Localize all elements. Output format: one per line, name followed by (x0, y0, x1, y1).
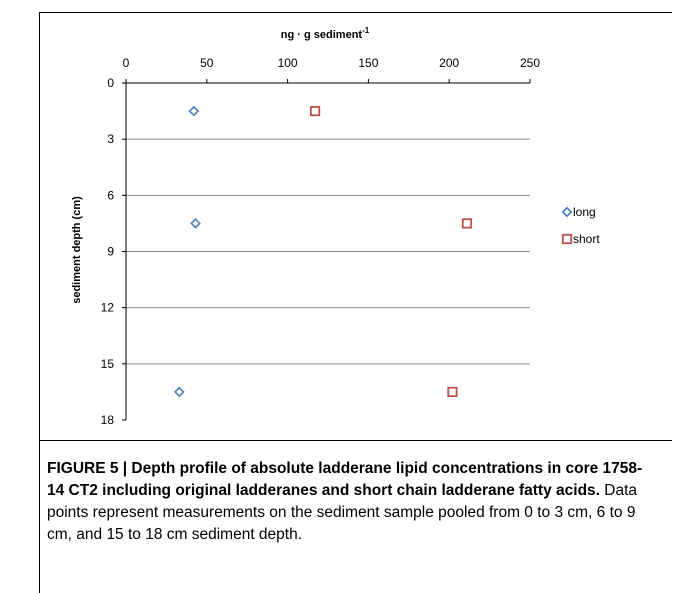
data-point-short (461, 218, 473, 229)
y-axis-label: sediment depth (cm) (71, 196, 83, 304)
legend-label-long: long (573, 205, 596, 219)
tick-labels: 0 50 100 150 200 250 0 3 6 9 12 15 18 (101, 56, 541, 427)
figure-caption: FIGURE 5 | Depth profile of absolute lad… (47, 458, 657, 546)
gridlines (126, 138, 530, 365)
data-points (173, 105, 473, 398)
axes (122, 79, 531, 421)
x-tick-label: 150 (358, 56, 378, 70)
scatter-chart: 0 50 100 150 200 250 0 3 6 9 12 15 18 long short ng ·… (71, 26, 600, 427)
legend: long short (561, 205, 600, 246)
y-tick-label: 9 (107, 245, 114, 259)
x-tick-label: 250 (520, 56, 540, 70)
data-point-short (309, 105, 321, 117)
y-tick-label: 3 (107, 132, 114, 146)
figure-frame-left (39, 12, 40, 440)
data-point-long (188, 105, 200, 117)
caption-title: FIGURE 5 | Depth profile of absolute lad… (47, 460, 643, 499)
data-point-long (190, 218, 201, 229)
legend-marker-short (561, 233, 573, 245)
x-tick-label: 200 (439, 56, 459, 70)
y-tick-label: 6 (107, 188, 114, 202)
figure-frame-top (39, 12, 672, 13)
x-tick-label: 0 (123, 56, 130, 70)
data-point-short (447, 386, 458, 398)
y-tick-label: 12 (101, 301, 115, 315)
y-tick-label: 18 (101, 413, 115, 427)
x-tick-label: 50 (200, 56, 214, 70)
caption-frame-left (39, 440, 40, 593)
x-axis-label: ng · g sediment-1 (281, 26, 370, 41)
caption-body: Data points represent measurements on th… (47, 482, 638, 543)
x-tick-label: 100 (278, 56, 298, 70)
legend-marker-long (561, 206, 573, 218)
y-tick-label: 0 (107, 76, 114, 90)
data-point-long (173, 386, 185, 398)
legend-label-short: short (573, 232, 600, 246)
figure-frame-bottom (39, 440, 672, 441)
y-tick-label: 15 (101, 357, 115, 371)
